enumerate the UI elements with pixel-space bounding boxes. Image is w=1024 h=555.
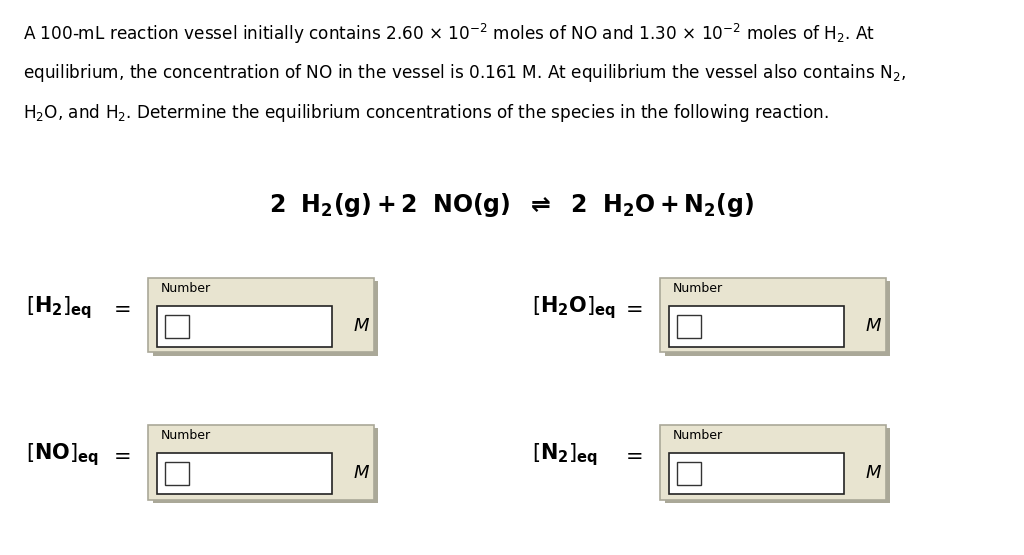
FancyBboxPatch shape bbox=[157, 306, 333, 347]
FancyBboxPatch shape bbox=[669, 306, 845, 347]
Text: A 100-mL reaction vessel initially contains 2.60 × 10$^{-2}$ moles of NO and 1.3: A 100-mL reaction vessel initially conta… bbox=[23, 22, 874, 46]
Text: $\mathit{M}$: $\mathit{M}$ bbox=[864, 317, 882, 335]
FancyBboxPatch shape bbox=[677, 315, 701, 337]
Text: Number: Number bbox=[673, 282, 723, 295]
Text: $=$: $=$ bbox=[110, 299, 130, 317]
Text: $\mathit{M}$: $\mathit{M}$ bbox=[352, 465, 370, 482]
Text: Number: Number bbox=[161, 429, 211, 442]
FancyBboxPatch shape bbox=[677, 462, 701, 485]
Text: $=$: $=$ bbox=[622, 446, 642, 465]
FancyBboxPatch shape bbox=[165, 462, 189, 485]
Text: $\mathit{M}$: $\mathit{M}$ bbox=[864, 465, 882, 482]
FancyBboxPatch shape bbox=[148, 425, 374, 500]
Text: H$_2$O, and H$_2$. Determine the equilibrium concentrations of the species in th: H$_2$O, and H$_2$. Determine the equilib… bbox=[23, 102, 828, 124]
Text: $\left[\mathbf{H_2O}\right]_{\mathbf{eq}}$: $\left[\mathbf{H_2O}\right]_{\mathbf{eq}… bbox=[532, 295, 616, 321]
FancyBboxPatch shape bbox=[153, 281, 378, 356]
Text: $=$: $=$ bbox=[110, 446, 130, 465]
Text: $\left[\mathbf{NO}\right]_{\mathbf{eq}}$: $\left[\mathbf{NO}\right]_{\mathbf{eq}}$ bbox=[26, 442, 98, 468]
FancyBboxPatch shape bbox=[665, 428, 890, 503]
FancyBboxPatch shape bbox=[148, 278, 374, 352]
FancyBboxPatch shape bbox=[157, 453, 333, 494]
FancyBboxPatch shape bbox=[165, 315, 189, 337]
Text: $\mathbf{2\ \ H_2(g)+2\ \ NO(g)\ \ \rightleftharpoons\ \ 2\ \ H_2O+N_2(g)}$: $\mathbf{2\ \ H_2(g)+2\ \ NO(g)\ \ \righ… bbox=[269, 191, 755, 219]
FancyBboxPatch shape bbox=[153, 428, 378, 503]
Text: Number: Number bbox=[673, 429, 723, 442]
FancyBboxPatch shape bbox=[669, 453, 845, 494]
Text: $\mathit{M}$: $\mathit{M}$ bbox=[352, 317, 370, 335]
Text: Number: Number bbox=[161, 282, 211, 295]
FancyBboxPatch shape bbox=[665, 281, 890, 356]
FancyBboxPatch shape bbox=[660, 278, 886, 352]
Text: $\left[\mathbf{H_2}\right]_{\mathbf{eq}}$: $\left[\mathbf{H_2}\right]_{\mathbf{eq}}… bbox=[26, 295, 92, 321]
Text: $\left[\mathbf{N_2}\right]_{\mathbf{eq}}$: $\left[\mathbf{N_2}\right]_{\mathbf{eq}}… bbox=[532, 442, 599, 468]
FancyBboxPatch shape bbox=[660, 425, 886, 500]
Text: $=$: $=$ bbox=[622, 299, 642, 317]
Text: equilibrium, the concentration of NO in the vessel is 0.161 M. At equilibrium th: equilibrium, the concentration of NO in … bbox=[23, 62, 905, 84]
